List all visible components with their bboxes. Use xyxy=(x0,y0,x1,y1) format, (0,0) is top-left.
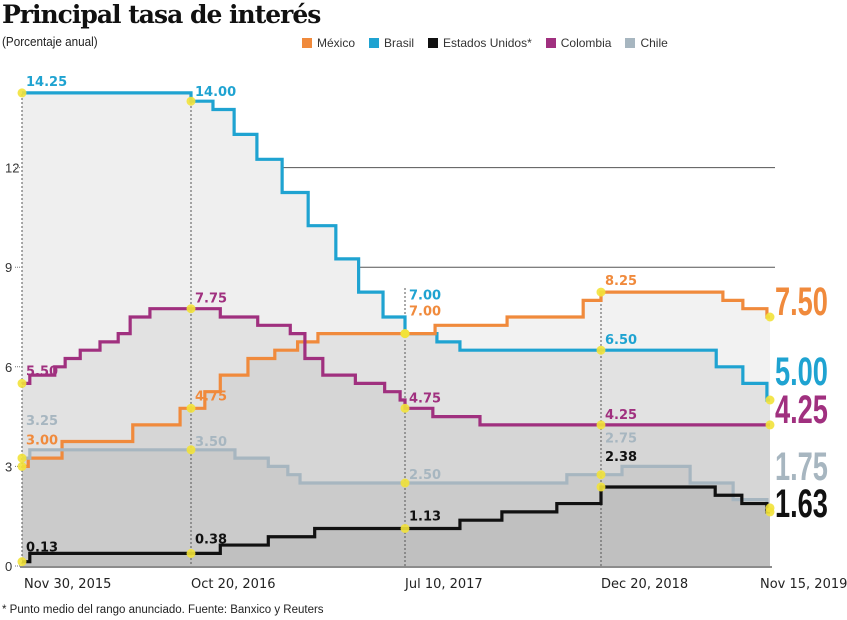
data-point-colombia xyxy=(400,403,410,413)
data-point-mxico xyxy=(596,287,606,297)
x-tick-label: Nov 30, 2015 xyxy=(24,577,111,592)
legend-label: Brasil xyxy=(384,36,415,50)
data-label-colombia: 5.50 xyxy=(26,364,58,379)
data-label-brasil: 6.50 xyxy=(605,333,637,348)
legend-swatch xyxy=(545,38,556,48)
area-fill-mxico xyxy=(22,292,770,566)
data-label-mxico: 8.25 xyxy=(605,274,637,289)
legend-item-estados-unidos: Estados Unidos* xyxy=(428,36,532,50)
legend-swatch xyxy=(302,38,312,48)
y-tick-label: 9 xyxy=(5,260,12,275)
data-label-mxico: 4.75 xyxy=(195,389,227,404)
legend-label: Chile xyxy=(640,36,668,50)
legend-item-mexico: México xyxy=(302,36,355,50)
data-label-chile: 2.50 xyxy=(409,468,441,483)
data-label-chile: 3.50 xyxy=(195,435,227,450)
legend-swatch xyxy=(428,38,439,48)
data-point-estadosunidos xyxy=(765,507,775,517)
end-value-label-mxico: 7.50 xyxy=(775,280,828,324)
chart-subtitle: (Porcentaje anual) xyxy=(2,34,98,49)
y-tick-label: 12 xyxy=(5,161,19,176)
series-line-chile xyxy=(22,448,770,510)
data-point-estadosunidos xyxy=(186,548,196,558)
legend-label: Colombia xyxy=(560,36,612,50)
data-point-estadosunidos xyxy=(17,557,27,567)
data-point-colombia xyxy=(765,420,775,430)
legend-label: México xyxy=(317,36,356,50)
data-point-chile xyxy=(186,445,196,455)
data-label-mxico: 3.00 xyxy=(26,433,58,448)
data-label-colombia: 7.75 xyxy=(195,292,227,307)
x-tick-label: Dec 20, 2018 xyxy=(601,577,688,592)
data-point-mxico xyxy=(400,329,410,339)
data-label-brasil: 14.25 xyxy=(26,75,67,90)
data-point-chile xyxy=(400,478,410,488)
data-point-colombia xyxy=(186,304,196,314)
y-tick-label: 0 xyxy=(5,559,12,574)
series-line-mxico xyxy=(22,290,770,468)
y-tick-label: 6 xyxy=(5,360,12,375)
area-fill-brasil xyxy=(22,92,770,567)
data-point-colombia xyxy=(596,420,606,430)
data-point-chile xyxy=(17,453,27,463)
data-point-brasil xyxy=(596,345,606,355)
data-label-colombia: 4.75 xyxy=(409,391,441,406)
series-line-colombia xyxy=(22,307,770,427)
legend-swatch xyxy=(369,38,380,48)
legend-item-brasil: Brasil xyxy=(369,36,414,50)
area-fill-colombia xyxy=(22,308,770,566)
area-fill-estadosunidos xyxy=(22,486,770,566)
x-tick-label: Oct 20, 2016 xyxy=(191,577,276,592)
data-label-estadosunidos: 0.13 xyxy=(26,541,58,556)
series-line-brasil xyxy=(22,91,770,402)
y-tick-label: 3 xyxy=(5,459,12,474)
data-label-chile: 2.75 xyxy=(605,432,637,447)
data-label-brasil: 14.00 xyxy=(195,85,236,100)
data-point-mxico xyxy=(186,403,196,413)
end-value-label-estadosunidos: 1.63 xyxy=(775,482,828,526)
end-value-label-brasil: 5.00 xyxy=(775,350,828,394)
data-point-brasil xyxy=(186,96,196,106)
area-fill-chile xyxy=(22,449,770,566)
data-label-estadosunidos: 1.13 xyxy=(409,509,441,524)
data-label-estadosunidos: 2.38 xyxy=(605,450,637,465)
data-point-estadosunidos xyxy=(400,523,410,533)
x-tick-label: Nov 15, 2019 xyxy=(760,577,847,592)
data-point-mxico xyxy=(17,461,27,471)
data-point-chile xyxy=(596,470,606,480)
data-label-estadosunidos: 0.38 xyxy=(195,532,227,547)
legend-swatch xyxy=(625,38,636,48)
series-line-estadosunidos xyxy=(22,485,770,564)
chart-title: Principal tasa de interés xyxy=(2,0,321,29)
data-point-estadosunidos xyxy=(596,482,606,492)
x-tick-label: Jul 10, 2017 xyxy=(404,577,483,592)
data-label-mxico: 7.00 xyxy=(409,305,441,320)
data-point-mxico xyxy=(765,312,775,322)
legend: México Brasil Estados Unidos* Colombia C… xyxy=(302,36,682,50)
data-label-colombia: 4.25 xyxy=(605,408,637,423)
legend-label: Estados Unidos* xyxy=(443,36,532,50)
legend-item-chile: Chile xyxy=(625,36,668,50)
legend-item-colombia: Colombia xyxy=(545,36,612,50)
footnote: * Punto medio del rango anunciado. Fuent… xyxy=(2,604,324,616)
data-point-brasil xyxy=(765,395,775,405)
data-point-brasil xyxy=(17,88,27,98)
data-label-brasil: 7.00 xyxy=(409,289,441,304)
end-value-label-chile: 1.75 xyxy=(775,445,828,489)
data-label-chile: 3.25 xyxy=(26,414,58,429)
data-point-colombia xyxy=(17,378,27,388)
end-value-label-colombia: 4.25 xyxy=(775,388,828,432)
